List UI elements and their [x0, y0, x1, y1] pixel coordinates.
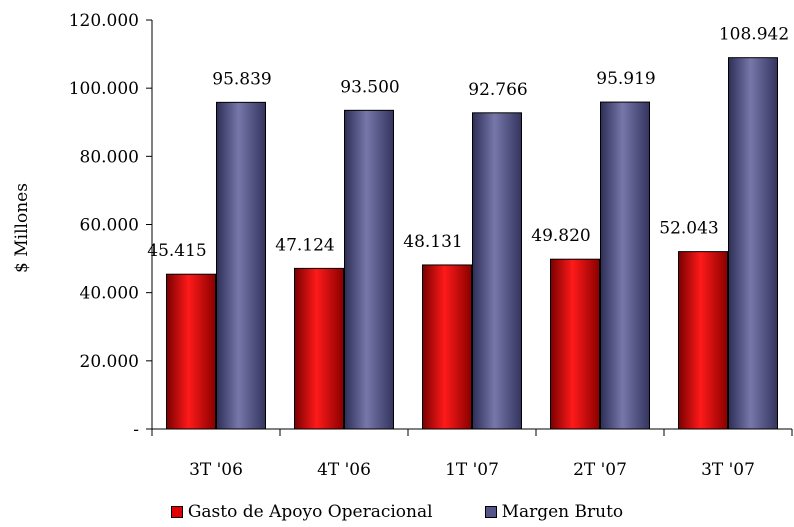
y-tick-label: 60.000 [80, 216, 139, 236]
y-tick-label: 20.000 [80, 352, 139, 372]
y-tick-label: 100.000 [69, 79, 139, 99]
legend-label-gasto: Gasto de Apoyo Operacional [187, 502, 433, 522]
bar-margen [472, 112, 522, 430]
data-label-margen: 108.942 [719, 25, 789, 45]
y-tick-label: 120.000 [69, 11, 139, 31]
legend: Gasto de Apoyo Operacional Margen Bruto [0, 500, 794, 524]
data-label-margen: 95.919 [596, 69, 655, 89]
bar-margen [344, 109, 394, 430]
data-label-gasto: 49.820 [531, 226, 590, 246]
data-label-margen: 95.839 [212, 69, 271, 89]
y-axis-title: $ Millones [12, 183, 32, 273]
legend-swatch-gasto [170, 506, 183, 518]
bar-gasto [550, 258, 600, 430]
y-tick-label: - [133, 420, 139, 440]
data-label-margen: 93.500 [340, 77, 399, 97]
x-tick-label: 3T '07 [701, 460, 755, 480]
bar-gasto [166, 273, 216, 430]
bar-margen [728, 57, 778, 430]
legend-label-margen: Margen Bruto [501, 502, 624, 522]
legend-item-gasto: Gasto de Apoyo Operacional [170, 502, 433, 522]
data-label-gasto: 47.124 [275, 235, 334, 255]
x-tick-label: 3T '06 [189, 460, 243, 480]
data-label-gasto: 45.415 [147, 241, 206, 261]
data-label-gasto: 52.043 [659, 219, 718, 239]
data-label-gasto: 48.131 [403, 232, 462, 252]
x-tick-label: 4T '06 [317, 460, 371, 480]
legend-swatch-margen [484, 506, 497, 518]
y-tick-label: 80.000 [80, 147, 139, 167]
y-tick-label: 40.000 [80, 284, 139, 304]
bar-margen [600, 101, 650, 430]
legend-item-margen: Margen Bruto [484, 502, 624, 522]
bar-margen [216, 101, 266, 430]
x-tick-label: 2T '07 [573, 460, 627, 480]
bar-gasto [422, 264, 472, 430]
x-tick-label: 1T '07 [445, 460, 499, 480]
bar-gasto [678, 251, 728, 430]
bar-gasto [294, 267, 344, 430]
data-label-margen: 92.766 [468, 80, 527, 100]
